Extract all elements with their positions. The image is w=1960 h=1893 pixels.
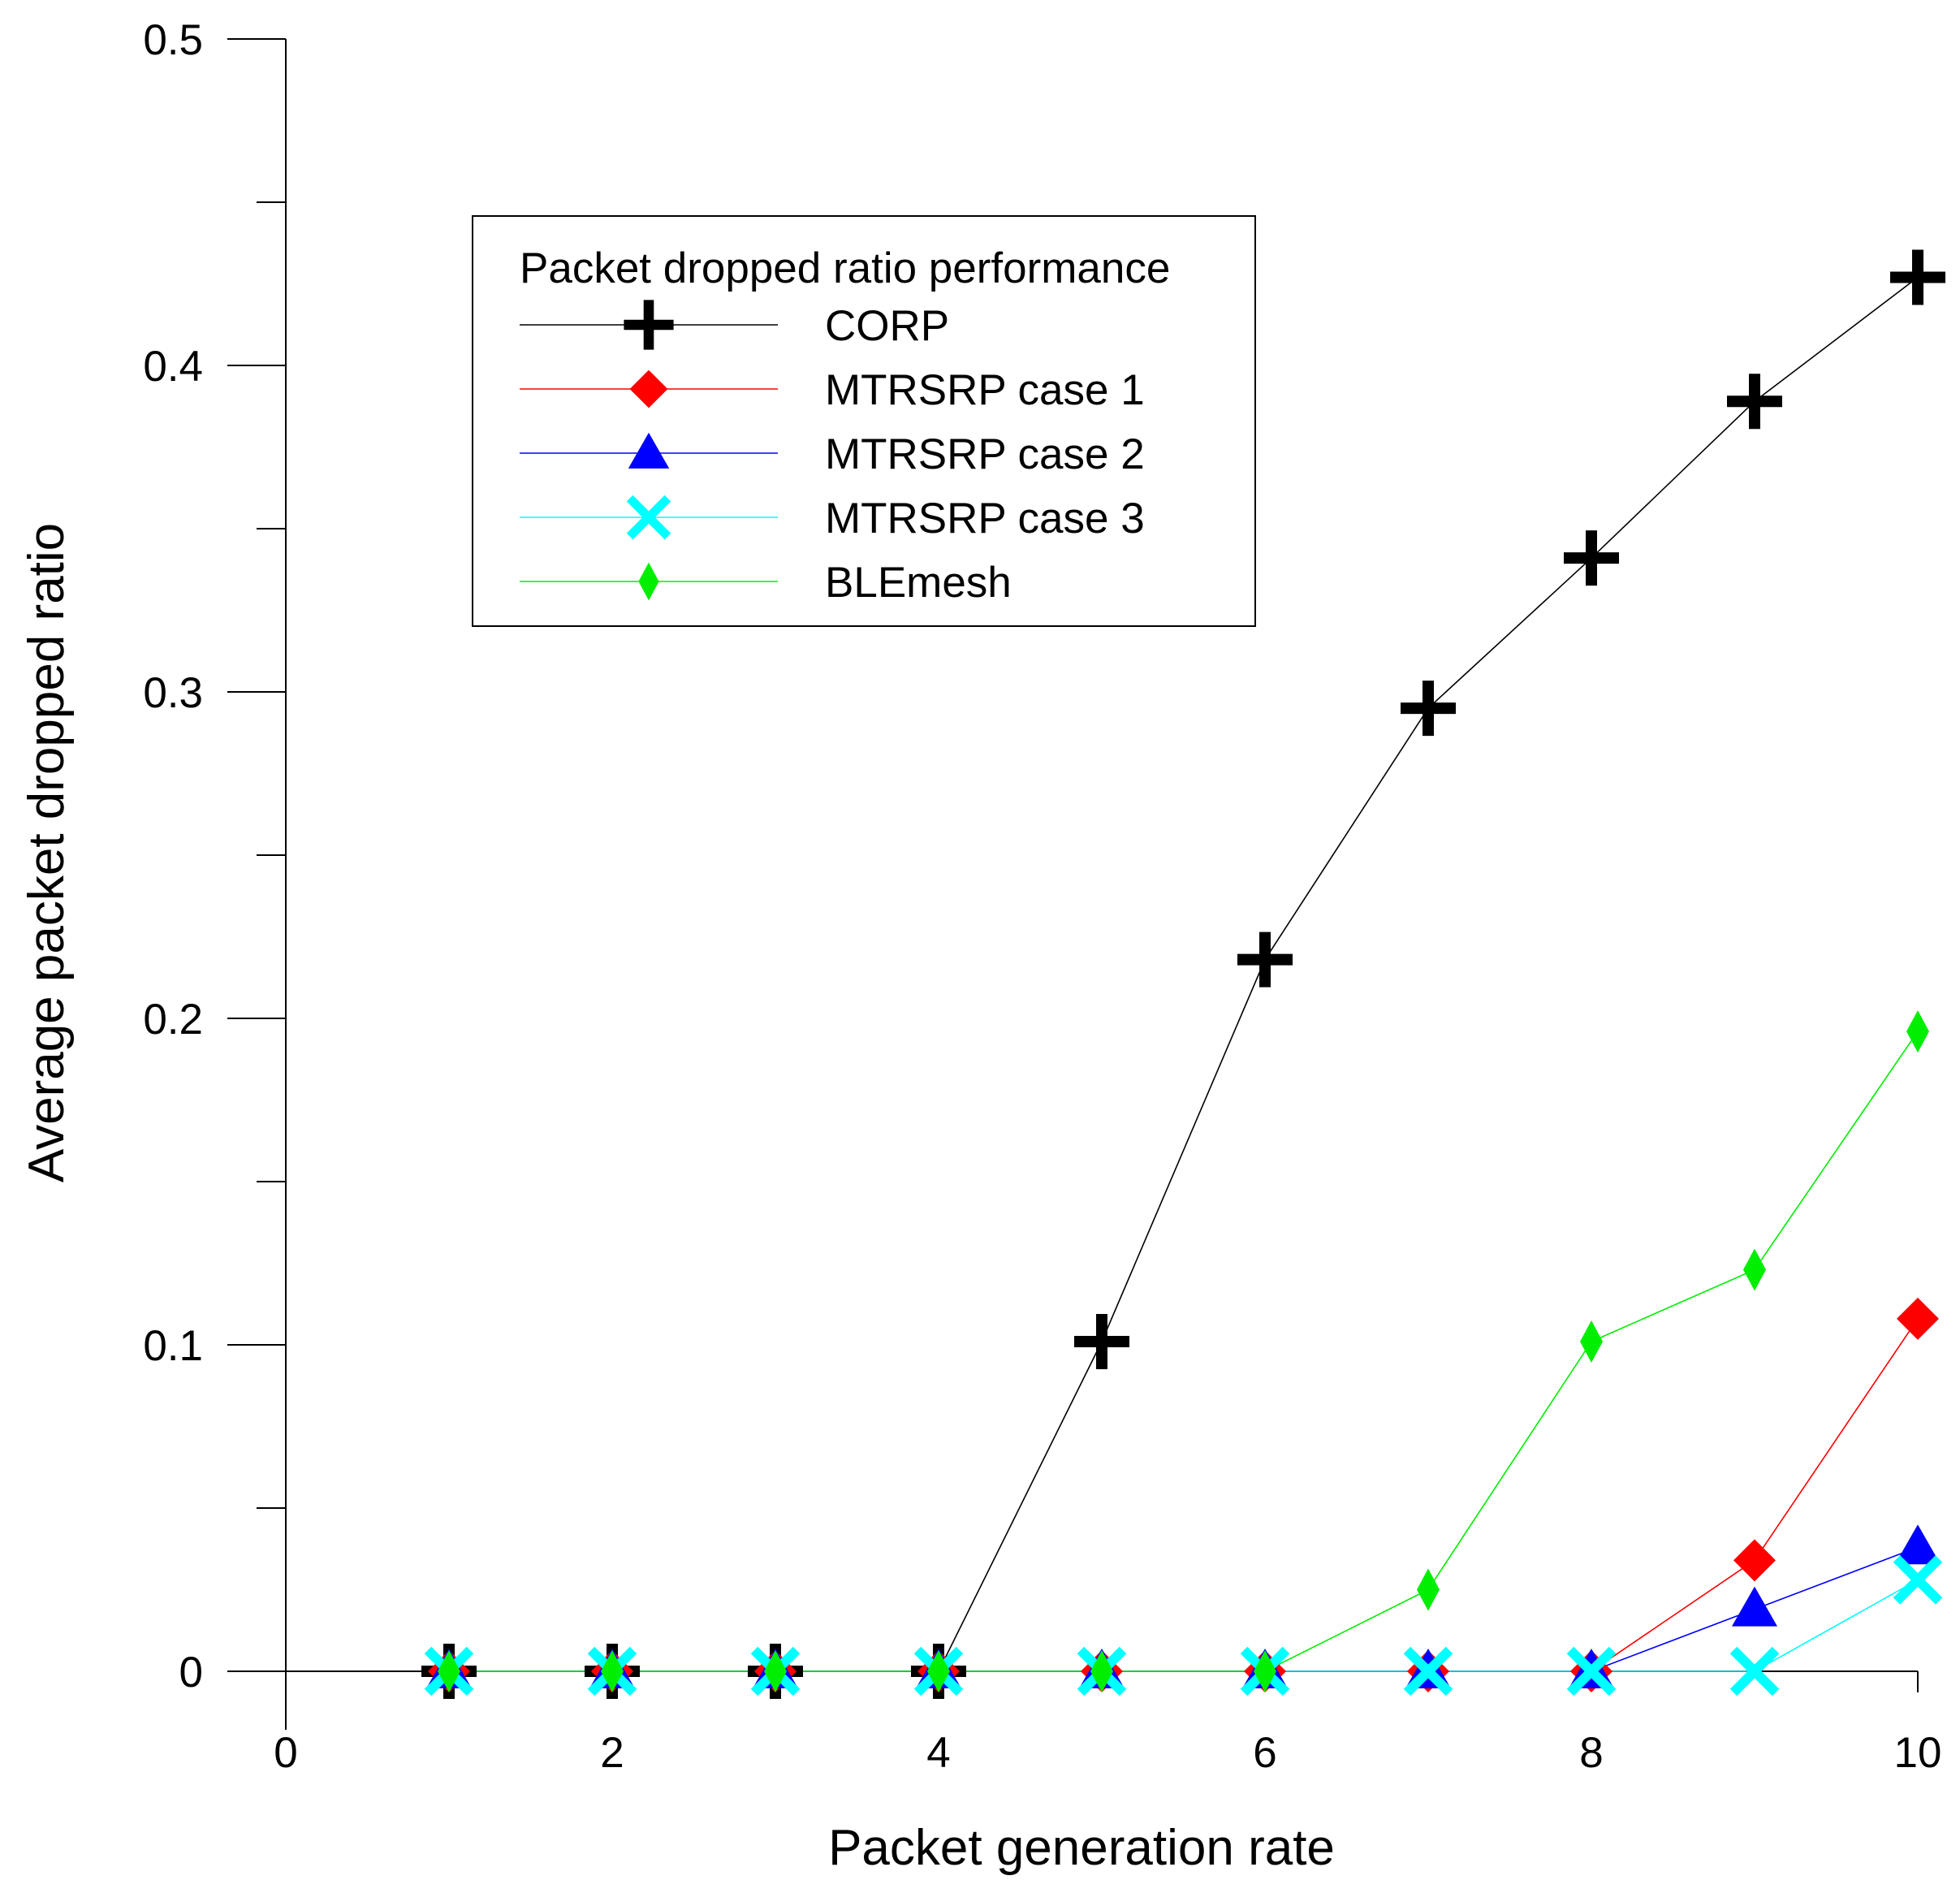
- y-tick-label: 0.4: [143, 343, 203, 391]
- data-point-mtrsrp-case-2: [1895, 1524, 1941, 1565]
- legend-marker-blemesh: [638, 562, 659, 601]
- y-tick-label: 0.3: [143, 669, 203, 717]
- data-point-blemesh: [1254, 1650, 1276, 1692]
- x-axis-title: Packet generation rate: [828, 1820, 1335, 1876]
- series-line-mtrsrp-case-3: [449, 1579, 1919, 1672]
- data-point-blemesh: [601, 1650, 624, 1692]
- data-point-blemesh: [1090, 1650, 1113, 1692]
- data-point-mtrsrp-case-3: [1403, 1646, 1453, 1696]
- data-point-corp: [1237, 931, 1293, 988]
- data-point-corp: [1890, 249, 1945, 305]
- data-point-blemesh: [1580, 1320, 1603, 1363]
- x-tick-label: 6: [1253, 1729, 1276, 1777]
- data-point-mtrsrp-case-3: [1893, 1555, 1943, 1605]
- series-markers: [421, 249, 1945, 1699]
- legend-box: [472, 215, 1256, 627]
- legend-title: Packet dropped ratio performance: [520, 244, 1170, 292]
- y-tick-label: 0: [179, 1649, 203, 1696]
- data-point-blemesh: [1417, 1568, 1440, 1611]
- legend-marker-mtrsrp-case-1: [629, 370, 668, 408]
- y-tick-label: 0.5: [143, 16, 203, 64]
- legend-label-corp: CORP: [825, 302, 949, 350]
- data-point-blemesh: [438, 1650, 460, 1692]
- data-point-blemesh: [927, 1650, 950, 1692]
- data-point-mtrsrp-case-1: [1733, 1539, 1776, 1582]
- y-tick-label: 0.2: [143, 996, 203, 1044]
- data-point-mtrsrp-case-3: [1729, 1646, 1780, 1696]
- data-point-mtrsrp-case-1: [1897, 1297, 1939, 1340]
- legend-label-mtrsrp-case-2: MTRSRP case 2: [825, 430, 1145, 478]
- x-tick-label: 0: [274, 1729, 297, 1777]
- data-point-blemesh: [1906, 1010, 1929, 1053]
- x-tick-label: 4: [926, 1729, 950, 1777]
- data-point-blemesh: [764, 1650, 787, 1692]
- data-point-corp: [1727, 374, 1782, 430]
- legend-label-blemesh: BLEmesh: [825, 559, 1012, 607]
- data-point-corp: [1564, 530, 1619, 586]
- y-tick-label: 0.1: [143, 1322, 203, 1370]
- data-point-mtrsrp-case-3: [1566, 1646, 1617, 1696]
- x-tick-label: 8: [1579, 1729, 1603, 1777]
- series-line-mtrsrp-case-2: [449, 1546, 1919, 1672]
- series-line-blemesh: [449, 1031, 1919, 1672]
- axes: 0 0.1 0.2 0.3 0.4 0.5 0 2 4 6 8 10: [143, 16, 1941, 1777]
- legend-marker-mtrsrp-case-2: [628, 432, 670, 469]
- legend: Packet dropped ratio performance CORP MTR…: [472, 215, 1256, 627]
- legend-label-mtrsrp-case-3: MTRSRP case 3: [825, 495, 1145, 542]
- data-point-blemesh: [1743, 1248, 1766, 1291]
- legend-label-mtrsrp-case-1: MTRSRP case 1: [825, 366, 1145, 414]
- x-tick-label: 10: [1894, 1729, 1942, 1777]
- legend-marker-mtrsrp-case-3: [626, 495, 671, 540]
- legend-marker-corp: [624, 300, 674, 350]
- data-point-mtrsrp-case-2: [1732, 1586, 1777, 1627]
- y-axis-title: Average packet dropped ratio: [19, 523, 75, 1182]
- data-point-corp: [1401, 681, 1456, 737]
- series-line-mtrsrp-case-1: [449, 1318, 1919, 1672]
- data-point-corp: [1074, 1313, 1129, 1369]
- series-lines: [449, 276, 1919, 1672]
- x-tick-label: 2: [600, 1729, 624, 1777]
